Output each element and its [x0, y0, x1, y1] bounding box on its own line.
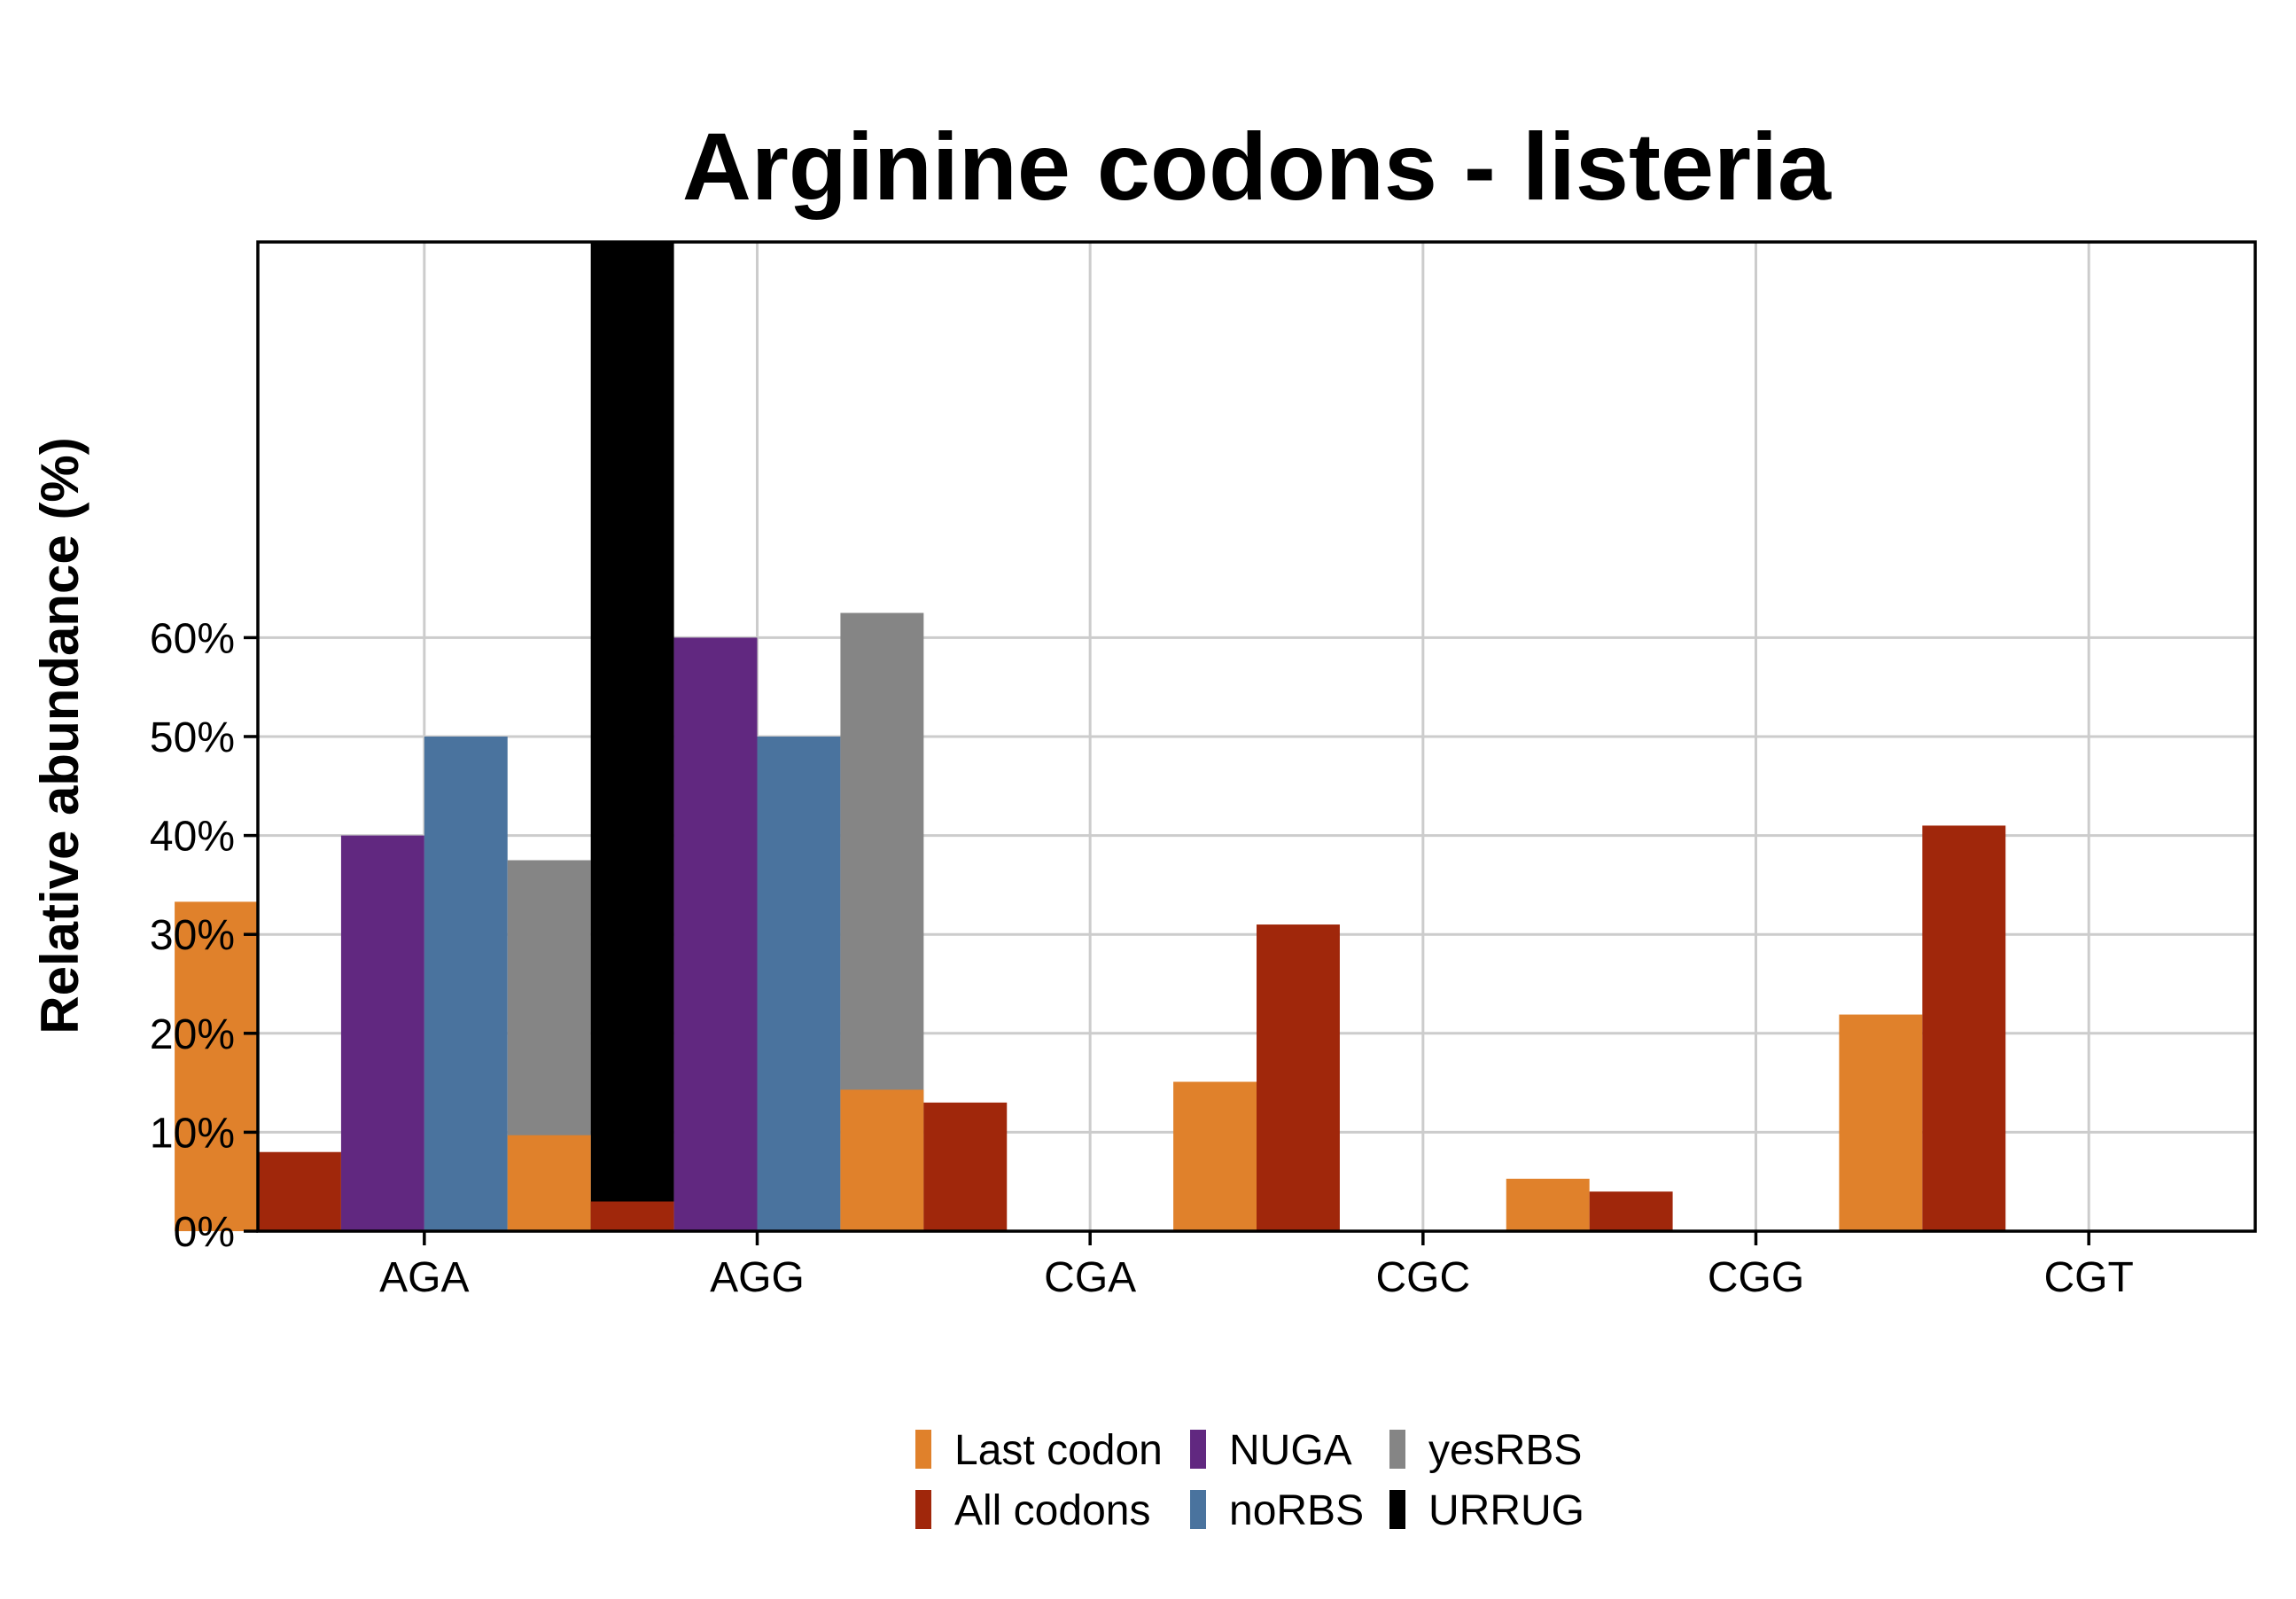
- bar: [1257, 924, 1340, 1231]
- y-axis-label: Relative abundance (%): [30, 437, 90, 1034]
- bar: [424, 737, 508, 1231]
- x-tick-label: CGT: [2044, 1254, 2134, 1301]
- bar: [1173, 1081, 1257, 1231]
- legend-label: URRUG: [1428, 1487, 1584, 1534]
- legend-swatch: [1389, 1430, 1405, 1469]
- y-tick-label: 50%: [150, 714, 235, 761]
- y-tick-label: 40%: [150, 814, 235, 861]
- bar: [175, 901, 258, 1231]
- legend: Last codon All codons NUGA noRBS yesRBS URRUG: [915, 1427, 1584, 1534]
- legend-swatch: [915, 1430, 931, 1469]
- legend-label: noRBS: [1229, 1487, 1364, 1534]
- y-axis-ticks: 0% 10% 20% 30% 40% 50% 60%: [150, 615, 258, 1256]
- y-tick-label: 10%: [150, 1110, 235, 1157]
- legend-swatch: [1389, 1490, 1405, 1529]
- y-tick-label: 60%: [150, 615, 235, 662]
- chart-title: Arginine codons - listeria: [682, 113, 1832, 220]
- x-tick-label: CGG: [1708, 1254, 1804, 1301]
- bar: [590, 1201, 674, 1231]
- legend-swatch: [1190, 1490, 1206, 1529]
- bar: [840, 1089, 924, 1231]
- bar: [673, 637, 758, 1231]
- bars: [175, 242, 2006, 1231]
- x-tick-label: AGG: [710, 1254, 805, 1301]
- bar: [340, 835, 424, 1231]
- y-tick-label: 30%: [150, 912, 235, 959]
- bar: [507, 1135, 591, 1231]
- bar: [590, 242, 674, 1231]
- x-tick-label: CGA: [1044, 1254, 1136, 1301]
- bar: [1839, 1014, 1923, 1231]
- bar: [1922, 825, 2006, 1231]
- bar: [1506, 1178, 1590, 1231]
- legend-label: NUGA: [1229, 1427, 1352, 1474]
- legend-swatch: [1190, 1430, 1206, 1469]
- x-axis-ticks: AGA AGG CGA CGC CGG CGT: [379, 1231, 2134, 1301]
- x-tick-label: AGA: [379, 1254, 469, 1301]
- bar: [923, 1102, 1008, 1231]
- y-tick-label: 0%: [174, 1209, 235, 1256]
- legend-label: Last codon: [954, 1427, 1163, 1474]
- bar: [258, 1151, 341, 1231]
- bar: [1589, 1191, 1673, 1231]
- legend-label: All codons: [954, 1487, 1150, 1534]
- legend-swatch: [915, 1490, 931, 1529]
- x-tick-label: CGC: [1375, 1254, 1470, 1301]
- legend-label: yesRBS: [1428, 1427, 1582, 1474]
- y-tick-label: 20%: [150, 1011, 235, 1058]
- bar: [757, 737, 841, 1231]
